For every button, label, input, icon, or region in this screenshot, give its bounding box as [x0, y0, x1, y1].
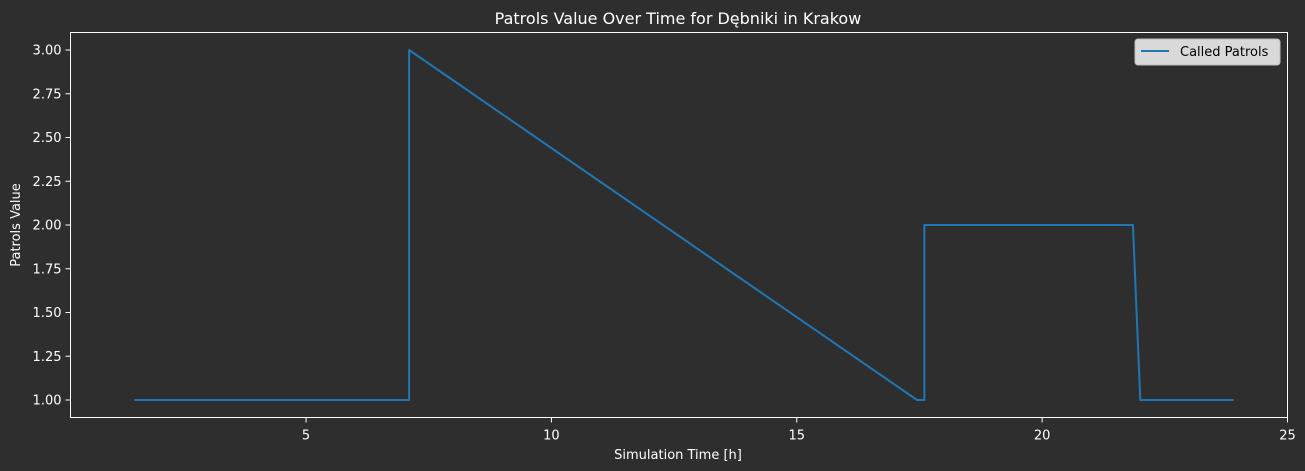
series-line-called-patrols — [134, 49, 1234, 401]
y-tick-label: 2.50 — [33, 131, 62, 146]
axis-ticks: 5 10 15 20 25 1.00 1.25 1.50 1.75 2.00 2.25 2.50 2.7… — [33, 44, 1296, 444]
x-tick-label: 15 — [789, 429, 806, 444]
y-tick-label: 2.25 — [33, 175, 62, 190]
y-tick-label: 3.00 — [33, 44, 62, 59]
x-tick-label: 20 — [1034, 429, 1051, 444]
legend[interactable]: Called Patrols — [1134, 38, 1281, 66]
plot-frame — [70, 32, 1288, 418]
y-tick-label: 1.50 — [33, 306, 62, 321]
y-axis-label: Patrols Value — [9, 183, 24, 267]
legend-box — [1134, 38, 1281, 66]
chart-title: Patrols Value Over Time for Dębniki in K… — [495, 9, 862, 28]
x-tick-label: 10 — [543, 429, 560, 444]
x-tick-label: 5 — [302, 429, 310, 444]
y-tick-label: 2.75 — [33, 87, 62, 102]
y-tick-label: 1.75 — [33, 262, 62, 277]
x-axis-label: Simulation Time [h] — [614, 448, 742, 463]
plot-series — [134, 49, 1234, 401]
y-tick-label: 1.00 — [33, 394, 62, 409]
x-tick-label: 25 — [1279, 429, 1296, 444]
y-tick-label: 1.25 — [33, 350, 62, 365]
y-tick-label: 2.00 — [33, 219, 62, 234]
legend-label-called-patrols: Called Patrols — [1180, 45, 1269, 60]
